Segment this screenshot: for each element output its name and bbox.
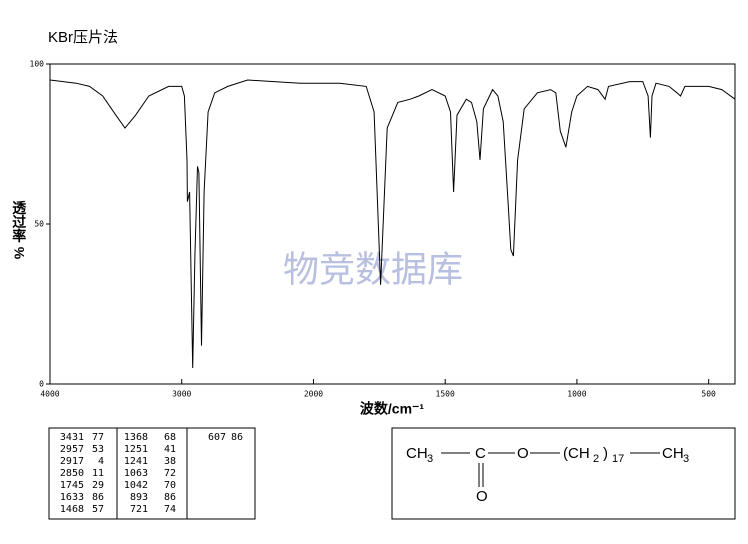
- structure-text: CH: [406, 445, 428, 462]
- peak-wavenumber: 1241: [124, 456, 148, 467]
- peak-transmittance: 74: [164, 504, 176, 515]
- peak-wavenumber: 1251: [124, 444, 148, 455]
- peak-transmittance: 57: [92, 504, 104, 515]
- x-tick-label: 500: [701, 390, 716, 399]
- structure-text: O: [517, 445, 529, 462]
- spectrum-line: [49, 79, 736, 369]
- structure-text: 3: [427, 453, 433, 465]
- peak-transmittance: 11: [92, 468, 104, 479]
- y-tick-label: 50: [34, 220, 44, 229]
- structure: CH 3 C O O (CH 2 ) 17 CH 3: [406, 445, 689, 505]
- watermark: 物竞数据库: [283, 249, 463, 290]
- peak-wavenumber: 1368: [124, 432, 148, 443]
- peak-wavenumber: 721: [130, 504, 148, 515]
- peak-transmittance: 4: [98, 456, 104, 467]
- structure-frame: [391, 427, 736, 520]
- peak-wavenumber: 893: [130, 492, 148, 503]
- peak-wavenumber: 2917: [60, 456, 84, 467]
- peak-wavenumber: 1468: [60, 504, 84, 515]
- x-tick-label: 4000: [40, 390, 59, 399]
- structure-text: ): [603, 445, 608, 462]
- x-tick-label: 1500: [436, 390, 455, 399]
- structure-text: CH: [662, 445, 684, 462]
- peak-wavenumber: 1042: [124, 480, 148, 491]
- peak-wavenumber: 3431: [60, 432, 84, 443]
- peak-transmittance: 86: [92, 492, 104, 503]
- peak-transmittance: 86: [164, 492, 176, 503]
- structure-text: C: [475, 445, 486, 462]
- peak-wavenumber: 2957: [60, 444, 84, 455]
- peak-transmittance: 86: [231, 432, 243, 443]
- peak-transmittance: 29: [92, 480, 104, 491]
- peak-wavenumber: 1633: [60, 492, 84, 503]
- chart-title: KBr压片法: [48, 29, 118, 46]
- x-tick-label: 3000: [172, 390, 191, 399]
- y-tick-label: 0: [39, 380, 44, 389]
- peak-transmittance: 53: [92, 444, 104, 455]
- peak-transmittance: 77: [92, 432, 104, 443]
- peak-wavenumber: 607: [208, 432, 226, 443]
- x-tick-label: 2000: [304, 390, 323, 399]
- x-axis-label: 波数/cm⁻¹: [360, 401, 425, 417]
- peak-table-frame: [48, 427, 256, 520]
- peak-transmittance: 68: [164, 432, 176, 443]
- x-tick-label: 1000: [567, 390, 586, 399]
- peak-wavenumber: 1063: [124, 468, 148, 479]
- y-tick-label: 100: [30, 60, 45, 69]
- peak-transmittance: 70: [164, 480, 176, 491]
- peak-transmittance: 41: [164, 444, 176, 455]
- peak-wavenumber: 2850: [60, 468, 84, 479]
- peak-wavenumber: 1745: [60, 480, 84, 491]
- peak-transmittance: 72: [164, 468, 176, 479]
- structure-text: 2: [593, 453, 599, 465]
- peak-transmittance: 38: [164, 456, 176, 467]
- structure-text: O: [476, 488, 488, 505]
- structure-text: 17: [612, 453, 624, 465]
- y-axis-label: 透过率 %: [11, 201, 27, 260]
- plot-frame: [49, 63, 736, 385]
- structure-text: 3: [683, 453, 689, 465]
- structure-text: (CH: [563, 445, 590, 462]
